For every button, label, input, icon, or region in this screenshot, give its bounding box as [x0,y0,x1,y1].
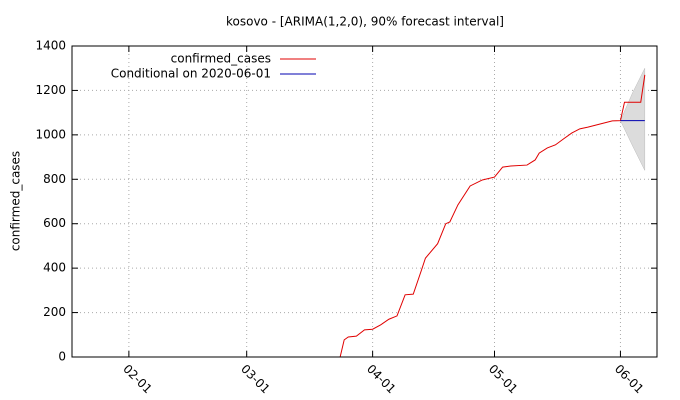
legend-label: Conditional on 2020-06-01 [111,67,271,81]
y-tick-label: 1200 [35,83,66,97]
y-tick-label: 600 [43,216,66,230]
x-tick-label: 05-01 [486,362,521,397]
y-tick-label: 0 [58,350,66,364]
y-tick-label: 1000 [35,127,66,141]
y-tick-label: 800 [43,172,66,186]
x-tick-label: 06-01 [612,362,647,397]
x-tick-label: 04-01 [364,362,399,397]
x-tick-label: 02-01 [120,362,155,397]
y-tick-label: 400 [43,261,66,275]
x-tick-label: 03-01 [238,362,273,397]
plot-frame [71,45,658,358]
forecast-band [620,68,646,171]
y-axis-label: confirmed_cases [9,151,23,251]
chart-title: kosovo - [ARIMA(1,2,0), 90% forecast int… [226,15,504,29]
legend-label: confirmed_cases [171,52,271,66]
y-tick-label: 1400 [35,39,66,53]
data-line [339,74,646,358]
y-tick-label: 200 [43,305,66,319]
